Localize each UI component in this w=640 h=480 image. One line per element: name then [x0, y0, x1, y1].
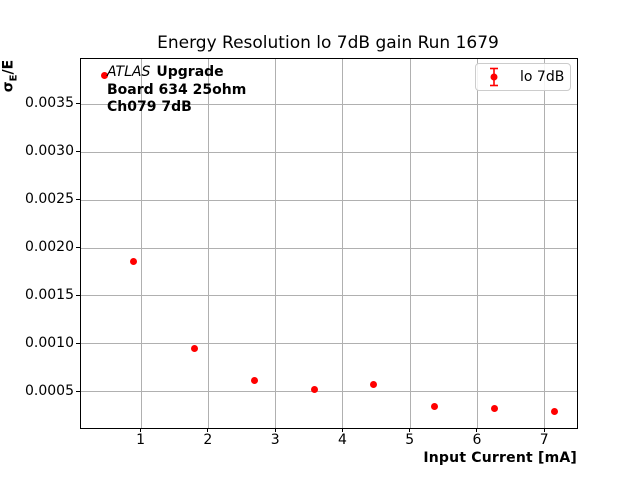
y-tick-label: 0.0030	[25, 143, 74, 160]
y-tick-label: 0.0005	[25, 382, 74, 399]
y-axis-label: σE/E	[1, 60, 20, 92]
x-tick-mark	[409, 428, 411, 432]
grid-line-horizontal	[81, 103, 577, 105]
y-axis-label-subscript: E	[8, 74, 20, 82]
legend: lo 7dB	[475, 63, 571, 91]
x-tick-label: 1	[136, 432, 146, 448]
grid-line-vertical	[342, 59, 344, 428]
grid-line-horizontal	[81, 343, 577, 345]
x-tick-mark	[274, 428, 276, 432]
y-tick-mark	[76, 390, 80, 392]
x-tick-label: 6	[472, 432, 482, 448]
legend-label: lo 7dB	[520, 69, 565, 85]
y-tick-mark	[76, 247, 80, 249]
x-tick-label: 5	[405, 432, 415, 448]
annotation-line-2: Board 634 25ohm	[107, 81, 247, 98]
x-axis-label: Input Current [mA]	[423, 450, 577, 466]
grid-line-vertical	[544, 59, 546, 428]
grid-line-vertical	[275, 59, 277, 428]
annotation-line-1: ATLAS Upgrade	[107, 64, 246, 82]
x-tick-label: 2	[203, 432, 213, 448]
data-point	[250, 376, 258, 384]
y-tick-mark	[76, 103, 80, 105]
x-tick-label: 3	[270, 432, 280, 448]
y-tick-label: 0.0020	[25, 239, 74, 256]
data-point	[370, 381, 378, 389]
x-tick-label: 4	[337, 432, 347, 448]
x-tick-mark	[140, 428, 142, 432]
data-point	[190, 345, 198, 353]
y-tick-label: 0.0025	[25, 191, 74, 208]
y-tick-mark	[76, 342, 80, 344]
data-point	[100, 72, 108, 80]
grid-line-vertical	[409, 59, 411, 428]
x-tick-mark	[341, 428, 343, 432]
grid-line-vertical	[140, 59, 142, 428]
annotation-experiment-name: ATLAS	[107, 64, 151, 80]
data-point	[491, 405, 499, 413]
legend-errorbar-icon	[490, 67, 498, 87]
grid-line-horizontal	[81, 295, 577, 297]
x-tick-mark	[476, 428, 478, 432]
grid-line-horizontal	[81, 199, 577, 201]
grid-line-horizontal	[81, 151, 577, 153]
y-tick-mark	[76, 294, 80, 296]
y-tick-mark	[76, 199, 80, 201]
data-point	[551, 408, 559, 416]
y-axis-label-suffix: /E	[0, 59, 17, 75]
data-point	[310, 386, 318, 394]
grid-line-vertical	[207, 59, 209, 428]
x-tick-label: 7	[539, 432, 549, 448]
chart-title: Energy Resolution lo 7dB gain Run 1679	[157, 33, 499, 53]
data-point	[130, 257, 138, 265]
annotation-upgrade-label: Upgrade	[156, 64, 224, 80]
data-point	[430, 403, 438, 411]
grid-line-horizontal	[81, 391, 577, 393]
y-axis-label-sigma: σ	[0, 81, 17, 93]
y-tick-label: 0.0010	[25, 334, 74, 351]
plot-area: ATLAS Upgrade Board 634 25ohm Ch079 7dB l…	[80, 58, 578, 429]
grid-line-vertical	[476, 59, 478, 428]
annotation-line-3: Ch079 7dB	[107, 99, 192, 115]
x-tick-mark	[207, 428, 209, 432]
x-tick-mark	[543, 428, 545, 432]
y-tick-label: 0.0035	[25, 95, 74, 112]
y-tick-mark	[76, 151, 80, 153]
grid-line-horizontal	[81, 247, 577, 249]
plot-annotation: ATLAS Upgrade Board 634 25ohm Ch079 7dB	[107, 64, 246, 117]
y-tick-label: 0.0015	[25, 286, 74, 303]
